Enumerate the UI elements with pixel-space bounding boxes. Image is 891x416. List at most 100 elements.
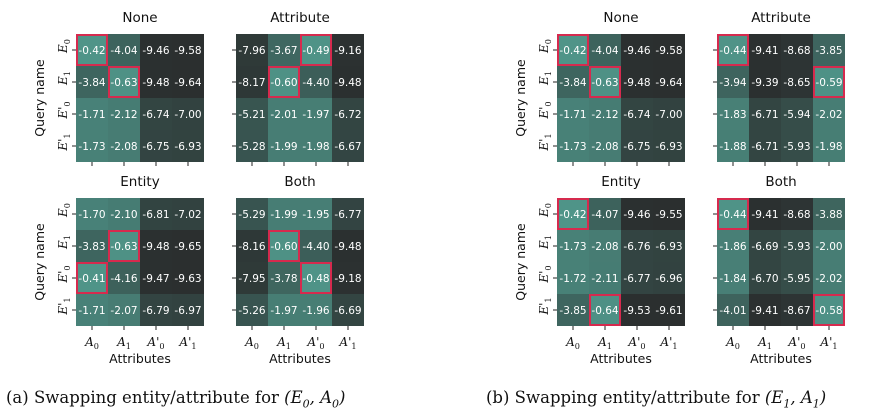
cell-value-label: -1.98 xyxy=(302,141,329,153)
cell-value-label: -7.96 xyxy=(238,45,265,57)
heatmap-cell xyxy=(813,34,845,66)
heatmap-cell xyxy=(140,98,172,130)
heatmap-cell xyxy=(300,34,332,66)
caption-b-prefix: (b) Swapping entity/attribute for xyxy=(486,388,765,407)
heatmap-cell xyxy=(589,34,621,66)
heatmap-cell xyxy=(76,198,108,230)
y-tick-label: E0 xyxy=(537,203,553,218)
cell-value-label: -6.75 xyxy=(142,141,169,153)
heatmap-cell xyxy=(268,34,300,66)
heatmap-cell xyxy=(268,66,300,98)
heatmap-cell xyxy=(236,130,268,162)
heatmap-cell xyxy=(813,230,845,262)
cell-value-label: -6.93 xyxy=(174,141,201,153)
heatmap-cell xyxy=(108,98,140,130)
highlight-box xyxy=(813,66,845,98)
heatmap-a-both: Both-5.29 -1.99 -1.95 -6.77-8.16 -0.60 -4.40-… xyxy=(232,174,364,366)
x-tick-label: A0 xyxy=(244,335,259,351)
y-tick-label: E'0 xyxy=(56,101,72,119)
caption-a-sub2: 0 xyxy=(332,397,340,411)
x-tick-label: A'0 xyxy=(787,335,805,351)
cell-value-label: -8.17 xyxy=(238,77,265,89)
heatmap-cell xyxy=(172,98,204,130)
y-axis-label: Query name xyxy=(32,223,47,301)
cell-value-label: -1.99 xyxy=(270,209,297,221)
cell-value-label: -8.65 xyxy=(783,77,810,89)
heatmap-cell xyxy=(557,98,589,130)
y-tick-label: E'1 xyxy=(56,297,72,315)
x-tick-label: A1 xyxy=(597,335,612,351)
x-tick-label: A0 xyxy=(725,335,740,351)
x-tick-label: A'0 xyxy=(146,335,164,351)
heatmap-cell xyxy=(108,66,140,98)
y-tick-label: E'0 xyxy=(537,265,553,283)
x-axis-label: Attributes xyxy=(750,351,812,366)
heatmap-cell xyxy=(813,198,845,230)
y-tick-label: E'1 xyxy=(537,297,553,315)
cell-value-label: -2.10 xyxy=(110,209,137,221)
heatmap-cell xyxy=(589,130,621,162)
cell-value-label: -0.60 xyxy=(270,241,297,253)
cell-value-label: -3.85 xyxy=(559,305,586,317)
heatmap-cell xyxy=(717,98,749,130)
heatmap-cell xyxy=(813,294,845,326)
heatmap-cell xyxy=(589,294,621,326)
heatmap-cell xyxy=(268,262,300,294)
y-axis-label: Query name xyxy=(513,59,528,137)
heatmap-cell xyxy=(653,130,685,162)
heatmap-cell xyxy=(236,230,268,262)
cell-value-label: -5.93 xyxy=(783,241,810,253)
y-tick-label: E1 xyxy=(537,235,553,250)
heatmap-cell xyxy=(781,230,813,262)
heatmap-cell xyxy=(653,262,685,294)
cell-value-label: -3.83 xyxy=(78,241,105,253)
cell-value-label: -0.42 xyxy=(559,45,586,57)
highlight-box xyxy=(717,34,749,66)
cell-value-label: -6.71 xyxy=(751,141,778,153)
heatmap-a-entity: Entity -1.70 -2.10 -6.81 -7.02 -3.83 -0.63 -9.4… xyxy=(32,174,204,366)
cell-value-label: -8.16 xyxy=(238,241,265,253)
cell-value-label: -5.94 xyxy=(783,109,810,121)
caption-b-mid: , A xyxy=(790,388,813,407)
cell-value-label: -9.46 xyxy=(142,45,169,57)
cell-value-label: -0.44 xyxy=(719,45,746,57)
heatmap-cell xyxy=(300,294,332,326)
heatmap-cell xyxy=(653,98,685,130)
y-tick-label: E'0 xyxy=(537,101,553,119)
heatmap-cell xyxy=(76,230,108,262)
highlight-box xyxy=(813,294,845,326)
cell-value-label: -6.77 xyxy=(623,273,650,285)
heatmap-cell xyxy=(557,294,589,326)
heatmap-cell xyxy=(621,34,653,66)
cell-value-label: -1.83 xyxy=(719,109,746,121)
heatmap-cell xyxy=(621,98,653,130)
heatmap-cell xyxy=(268,98,300,130)
highlight-box xyxy=(268,66,300,98)
heatmap-cell xyxy=(653,230,685,262)
cell-value-label: -5.26 xyxy=(238,305,265,317)
cell-value-label: -2.08 xyxy=(591,241,618,253)
heatmap-b-attribute: Attribute-0.44 -9.41 -8.68 -3.85-3.94 -9.39-… xyxy=(713,10,845,166)
heatmap-cell xyxy=(172,262,204,294)
heatmap-cell xyxy=(300,66,332,98)
highlight-box xyxy=(589,294,621,326)
cell-value-label: -1.98 xyxy=(815,141,842,153)
heatmap-cell xyxy=(653,34,685,66)
cell-value-label: -0.42 xyxy=(78,45,105,57)
heatmap-cell xyxy=(172,66,204,98)
cell-value-label: -9.58 xyxy=(655,45,682,57)
cell-value-label: -2.08 xyxy=(110,141,137,153)
cell-value-label: -9.41 xyxy=(751,45,778,57)
cell-value-label: -5.93 xyxy=(783,141,810,153)
cell-value-label: -5.29 xyxy=(238,209,265,221)
cell-value-label: -1.84 xyxy=(719,273,746,285)
caption-b-math: (E xyxy=(764,388,784,407)
cell-value-label: -2.12 xyxy=(591,109,618,121)
cell-value-label: -2.02 xyxy=(815,109,842,121)
cell-value-label: -2.07 xyxy=(110,305,137,317)
heatmap-cell xyxy=(717,66,749,98)
heatmap-b-both: Both-0.44 -9.41 -8.68 -3.88-1.86 -6.69 -5.93-… xyxy=(713,174,845,366)
heatmap-cell xyxy=(268,230,300,262)
heatmap-cell xyxy=(236,66,268,98)
heatmap-cell xyxy=(300,262,332,294)
